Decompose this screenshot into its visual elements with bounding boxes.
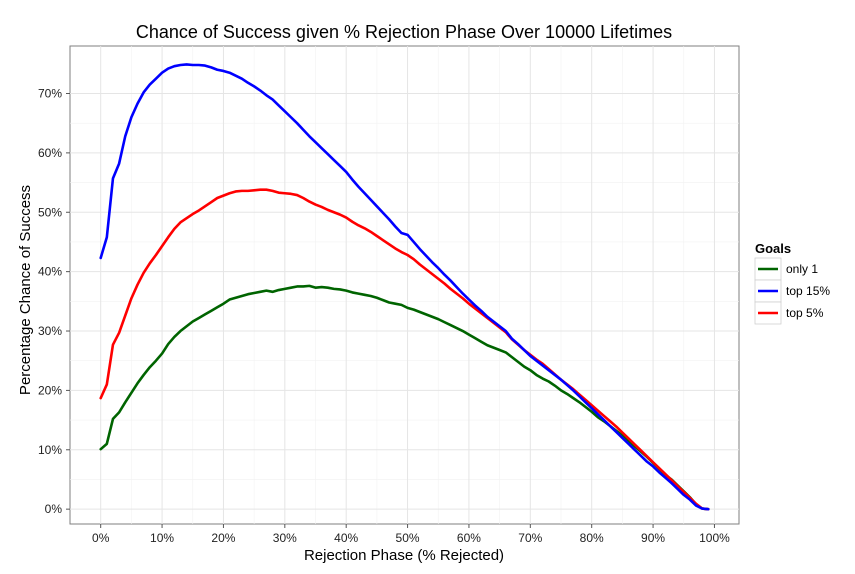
x-tick-label: 40% — [334, 531, 358, 545]
y-axis-label: Percentage Chance of Success — [17, 185, 34, 395]
chart-title: Chance of Success given % Rejection Phas… — [136, 22, 672, 42]
legend-label: only 1 — [786, 262, 818, 276]
legend-item: top 5% — [754, 301, 824, 325]
x-tick-label: 70% — [518, 531, 542, 545]
legend: Goals only 1 top 15% top 5% — [754, 241, 830, 325]
y-tick-label: 60% — [38, 146, 62, 160]
y-tick-label: 70% — [38, 87, 62, 101]
series-lines — [99, 63, 710, 511]
plot-area — [69, 45, 740, 525]
y-axis: 0% 10% 20% 30% 40% 50% 60% 70% — [38, 87, 70, 516]
series-line-top-5- — [99, 188, 710, 511]
x-tick-label: 0% — [92, 531, 110, 545]
x-tick-label: 30% — [273, 531, 297, 545]
x-axis-label: Rejection Phase (% Rejected) — [304, 547, 504, 564]
legend-item: only 1 — [754, 257, 818, 281]
x-tick-label: 100% — [699, 531, 730, 545]
y-tick-label: 30% — [38, 324, 62, 338]
legend-item: top 15% — [754, 279, 830, 303]
x-tick-label: 20% — [211, 531, 235, 545]
y-tick-label: 20% — [38, 383, 62, 397]
x-tick-label: 60% — [457, 531, 481, 545]
x-tick-label: 10% — [150, 531, 174, 545]
y-tick-label: 50% — [38, 205, 62, 219]
gridlines — [70, 46, 739, 524]
legend-label: top 15% — [786, 284, 830, 298]
y-tick-label: 0% — [45, 502, 63, 516]
legend-label: top 5% — [786, 306, 824, 320]
y-tick-label: 10% — [38, 443, 62, 457]
x-tick-label: 50% — [396, 531, 420, 545]
series-line-top-15- — [99, 63, 710, 511]
y-tick-label: 40% — [38, 265, 62, 279]
legend-title: Goals — [755, 241, 791, 256]
legend-items: only 1 top 15% top 5% — [754, 257, 830, 325]
x-tick-label: 90% — [641, 531, 665, 545]
x-tick-label: 80% — [580, 531, 604, 545]
x-axis: 0% 10% 20% 30% 40% 50% 60% 70% 80% 90% 100% — [92, 524, 730, 545]
